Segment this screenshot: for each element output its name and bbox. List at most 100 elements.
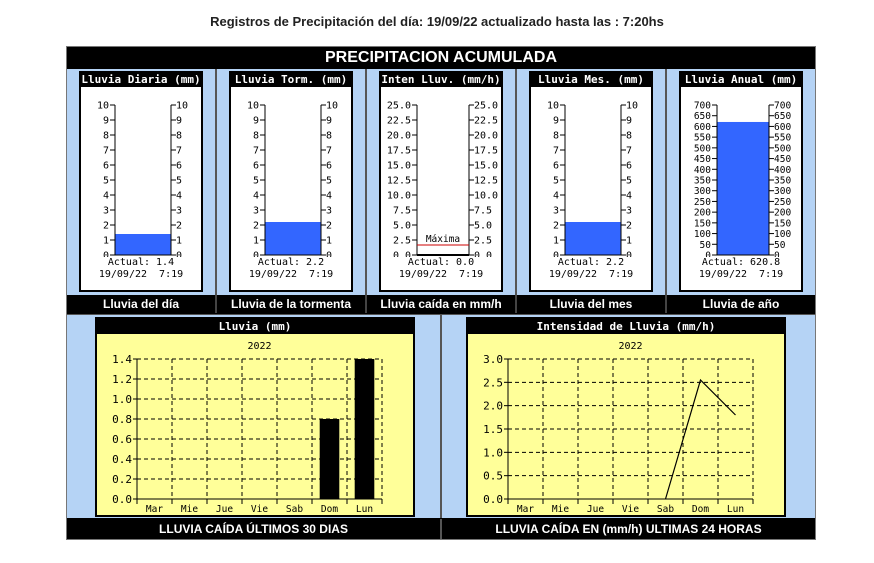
gauge-actual-value: Actual: 2.2	[257, 257, 325, 268]
svg-text:10: 10	[547, 101, 559, 112]
svg-text:15/9: 15/9	[213, 514, 236, 515]
svg-text:9: 9	[253, 116, 259, 127]
svg-text:1: 1	[626, 236, 632, 247]
svg-text:4: 4	[103, 191, 109, 202]
svg-text:400: 400	[774, 165, 791, 176]
precipitation-panel: PRECIPITACION ACUMULADA Lluvia Diaria (m…	[66, 46, 816, 540]
svg-text:Vie: Vie	[622, 504, 639, 515]
svg-text:3: 3	[626, 206, 632, 217]
svg-text:0.0: 0.0	[112, 493, 132, 506]
svg-text:15.0: 15.0	[474, 161, 498, 172]
svg-text:2022: 2022	[247, 341, 271, 352]
gauge-timestamp: 19/09/22 7:19	[548, 269, 634, 280]
svg-text:3: 3	[553, 206, 559, 217]
svg-text:0: 0	[176, 251, 182, 258]
svg-text:3: 3	[176, 206, 182, 217]
svg-text:7: 7	[553, 146, 559, 157]
svg-text:18/9: 18/9	[318, 514, 341, 515]
svg-text:Mar: Mar	[517, 504, 534, 515]
svg-text:7: 7	[253, 146, 259, 157]
gauge-actual-value: Actual: 2.2	[557, 257, 625, 268]
svg-text:17.5: 17.5	[474, 146, 498, 157]
svg-text:4: 4	[176, 191, 182, 202]
rain-bar-chart: Lluvia (mm) 2022 1.4 1.2 1.0 0.8 0.6 0.4 0.2 0.0…	[95, 317, 415, 525]
svg-text:7: 7	[626, 146, 632, 157]
intensity-chart-cell: Intensidad de Lluvia (mm/h) 2022 3.0 2.5 2.…	[442, 315, 815, 525]
svg-text:300: 300	[774, 186, 791, 197]
gauge-title: Inten Lluv. (mm/h)	[381, 73, 501, 87]
svg-text:9: 9	[626, 116, 632, 127]
svg-text:10.0: 10.0	[387, 191, 411, 202]
gauge-timestamp: 19/09/22 7:19	[98, 269, 184, 280]
svg-text:5.0: 5.0	[393, 221, 411, 232]
svg-text:0: 0	[103, 251, 109, 258]
svg-text:22.5: 22.5	[387, 116, 411, 127]
gauge: Lluvia Torm. (mm) 10 10 9 9 8 8 7 7 6 6 5 5 4 4 3 3 2 2 1 1 0…	[229, 71, 353, 292]
gauge: Lluvia Anual (mm) 700 700 650 650 600 600 550 55…	[679, 71, 803, 292]
svg-text:19/9: 19/9	[353, 514, 376, 515]
gauge-cell: Lluvia Diaria (mm) 10 10 9 9 8 8 7 7 6 6 5 5 4 4 3 3 2 2 1 1…	[67, 69, 217, 295]
svg-text:600: 600	[774, 122, 791, 133]
svg-text:14/9: 14/9	[549, 514, 572, 515]
svg-text:2: 2	[176, 221, 182, 232]
svg-text:17/9: 17/9	[654, 514, 677, 515]
svg-text:9: 9	[553, 116, 559, 127]
svg-text:1: 1	[553, 236, 559, 247]
svg-text:700: 700	[694, 101, 711, 112]
gauge-cell: Inten Lluv. (mm/h) 25.0 25.0 22.5 22.5 20.0 20…	[367, 69, 517, 295]
svg-text:0.2: 0.2	[112, 473, 132, 486]
svg-text:650: 650	[694, 111, 711, 122]
svg-text:10: 10	[247, 101, 259, 112]
svg-text:2: 2	[253, 221, 259, 232]
svg-text:1.0: 1.0	[483, 446, 503, 459]
svg-text:250: 250	[774, 197, 791, 208]
gauge-actual-value: Actual: 1.4	[107, 257, 175, 268]
svg-text:6: 6	[326, 161, 332, 172]
svg-text:600: 600	[694, 122, 711, 133]
svg-text:0.0: 0.0	[483, 493, 503, 506]
svg-text:25.0: 25.0	[387, 101, 411, 112]
gauge-title: Lluvia Anual (mm)	[681, 73, 801, 87]
svg-text:10: 10	[176, 101, 188, 112]
svg-text:6: 6	[103, 161, 109, 172]
svg-text:3: 3	[253, 206, 259, 217]
svg-text:5: 5	[553, 176, 559, 187]
svg-text:250: 250	[694, 197, 711, 208]
svg-text:20.0: 20.0	[474, 131, 498, 142]
svg-text:2.5: 2.5	[393, 236, 411, 247]
svg-text:Lun: Lun	[727, 504, 744, 515]
svg-text:5: 5	[176, 176, 182, 187]
svg-text:5: 5	[253, 176, 259, 187]
svg-text:350: 350	[774, 176, 791, 187]
svg-text:0: 0	[553, 251, 559, 258]
svg-text:7: 7	[103, 146, 109, 157]
svg-text:0.6: 0.6	[112, 433, 132, 446]
svg-text:100: 100	[774, 229, 791, 240]
svg-text:550: 550	[694, 133, 711, 144]
svg-text:450: 450	[694, 154, 711, 165]
gauge-scale: 10 109 98 87 76 65 54 43 32 21 10 0	[247, 101, 338, 258]
chart-title: Lluvia (mm)	[97, 319, 413, 334]
svg-text:1: 1	[326, 236, 332, 247]
svg-text:Máxima: Máxima	[426, 234, 460, 245]
svg-text:4: 4	[626, 191, 632, 202]
svg-text:7.5: 7.5	[474, 206, 492, 217]
gauge-label: Lluvia caída en mm/h	[367, 295, 517, 313]
chart-title: Intensidad de Lluvia (mm/h)	[468, 319, 784, 334]
svg-text:5: 5	[626, 176, 632, 187]
svg-text:Jue: Jue	[216, 504, 233, 515]
svg-text:Mie: Mie	[181, 504, 198, 515]
gauges-row: Lluvia Diaria (mm) 10 10 9 9 8 8 7 7 6 6 5 5 4 4 3 3 2 2 1 1…	[67, 69, 815, 295]
svg-text:14/9: 14/9	[178, 514, 201, 515]
svg-text:150: 150	[694, 218, 711, 229]
svg-text:0.0: 0.0	[474, 251, 492, 258]
svg-text:22.5: 22.5	[474, 116, 498, 127]
gauge-timestamp: 19/09/22 7:19	[398, 269, 484, 280]
svg-text:10: 10	[626, 101, 638, 112]
svg-text:4: 4	[253, 191, 259, 202]
gauge-label: Lluvia de la tormenta	[217, 295, 367, 313]
footer-row: LLUVIA CAÍDA ÚLTIMOS 30 DIAS LLUVIA CAÍD…	[67, 519, 815, 539]
svg-text:100: 100	[694, 229, 711, 240]
svg-text:16/9: 16/9	[248, 514, 271, 515]
